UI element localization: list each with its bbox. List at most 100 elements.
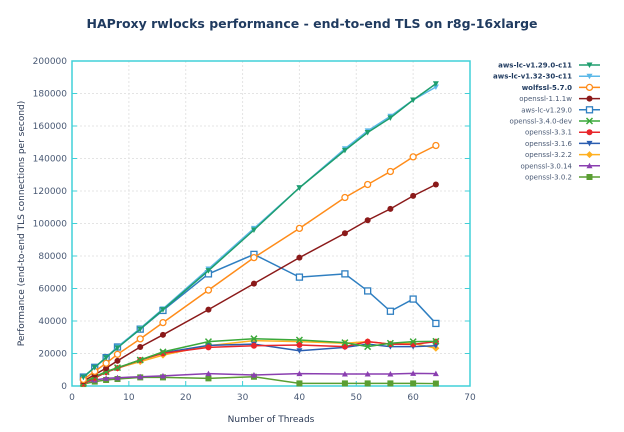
legend-label: openssl-3.0.2 — [525, 174, 572, 182]
legend-item: openssl-3.3.1 — [525, 129, 600, 137]
legend-item: openssl-1.1.1w — [519, 95, 600, 103]
data-point — [364, 338, 371, 345]
series-line — [83, 375, 436, 385]
data-point — [341, 343, 348, 350]
legend-label: aws-lc-v1.32-30-c11 — [493, 73, 572, 81]
data-point — [295, 273, 304, 281]
data-point — [432, 343, 439, 349]
x-tick-label: 10 — [123, 393, 135, 403]
legend-label: openssl-3.1.6 — [525, 140, 573, 148]
data-point — [432, 370, 439, 377]
data-point — [205, 306, 212, 313]
data-point — [341, 270, 349, 278]
data-point — [159, 372, 166, 379]
y-tick-label: 200000 — [33, 57, 68, 67]
data-point — [296, 185, 303, 191]
series-aws-lc-v1.29.0-c11 — [80, 81, 439, 381]
data-point — [205, 268, 212, 274]
data-point — [364, 287, 372, 295]
chart-title: HAProxy rwlocks performance - end-to-end… — [86, 16, 538, 31]
data-point — [386, 307, 395, 315]
data-point — [250, 227, 257, 233]
data-point — [295, 224, 304, 233]
data-point — [432, 337, 440, 345]
data-point — [295, 336, 303, 344]
data-point — [364, 370, 371, 377]
data-point — [250, 335, 258, 343]
data-point — [103, 365, 110, 372]
legend-marker — [586, 151, 593, 159]
data-point — [250, 280, 257, 287]
legend-item: openssl-3.1.6 — [525, 140, 600, 148]
legend-item: aws-lc-v1.29.0-c11 — [498, 62, 600, 70]
data-point — [410, 192, 417, 199]
data-point — [205, 344, 212, 351]
data-point — [113, 350, 122, 358]
data-point — [432, 141, 440, 150]
series-openssl-3.0.2 — [80, 373, 439, 388]
data-point — [159, 318, 167, 327]
legend-marker — [585, 106, 594, 114]
y-axis-label: Performance (end-to-end TLS connections … — [17, 101, 27, 347]
data-point — [114, 357, 121, 364]
data-point — [80, 374, 87, 381]
legend-item: openssl-3.4.0-dev — [510, 117, 600, 126]
y-tick-label: 140000 — [33, 155, 68, 165]
data-point — [364, 343, 372, 351]
y-tick-label: 0 — [61, 382, 67, 392]
legend-marker — [585, 83, 594, 92]
legend-label: openssl-3.3.1 — [525, 129, 572, 137]
data-point — [137, 344, 144, 350]
data-point — [341, 230, 348, 237]
data-point — [113, 364, 122, 372]
y-tick-label: 120000 — [33, 187, 68, 197]
data-point — [386, 339, 394, 347]
data-point — [341, 380, 348, 387]
legend-item: aws-lc-v1.29.0 — [521, 106, 600, 114]
data-point — [387, 380, 394, 387]
data-point — [341, 339, 349, 347]
legend-marker — [585, 117, 594, 125]
data-point — [205, 370, 212, 377]
data-point — [410, 97, 417, 103]
legend-label: openssl-1.1.1w — [519, 95, 572, 103]
data-point — [250, 371, 257, 378]
data-point — [159, 307, 166, 313]
data-point — [136, 356, 144, 364]
y-tick-label: 20000 — [38, 350, 67, 360]
data-point — [387, 370, 394, 377]
data-point — [91, 364, 98, 371]
x-axis-label: Number of Threads — [228, 415, 315, 425]
series-aws-lc-v1.32-30-c11 — [80, 84, 439, 381]
legend-marker — [586, 162, 593, 169]
data-point — [296, 348, 303, 354]
x-tick-label: 30 — [237, 393, 249, 403]
data-point — [250, 342, 257, 349]
legend-item: wolfssl-5.7.0 — [522, 83, 600, 92]
data-point — [114, 374, 121, 381]
x-tick-label: 40 — [294, 393, 306, 403]
data-point — [296, 370, 303, 377]
data-point — [432, 380, 439, 387]
data-point — [341, 193, 349, 202]
legend-marker — [586, 174, 593, 180]
x-tick-label: 50 — [351, 393, 363, 403]
data-point — [103, 355, 110, 361]
legend-item: openssl-3.0.14 — [521, 162, 600, 170]
legend-label: openssl-3.2.2 — [525, 151, 572, 159]
data-point — [409, 153, 417, 161]
data-point — [432, 319, 440, 328]
data-point — [432, 181, 439, 188]
y-tick-label: 60000 — [38, 285, 67, 295]
data-point — [102, 359, 110, 367]
legend-label: aws-lc-v1.29.0 — [521, 106, 572, 114]
data-point — [410, 370, 417, 376]
data-point — [364, 130, 371, 136]
y-tick-label: 40000 — [38, 317, 67, 327]
data-point — [341, 147, 348, 154]
legend-label: openssl-3.4.0-dev — [510, 118, 572, 126]
data-point — [204, 286, 213, 294]
legend-marker — [586, 62, 593, 68]
series-line — [82, 253, 437, 378]
